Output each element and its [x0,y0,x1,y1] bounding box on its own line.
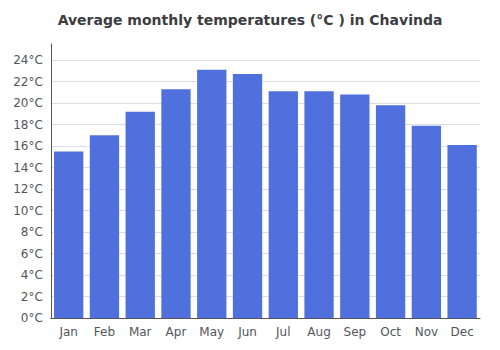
svg-text:18°C: 18°C [13,118,43,132]
svg-text:Nov: Nov [415,325,438,339]
svg-text:16°C: 16°C [13,139,43,153]
svg-text:Jul: Jul [275,325,290,339]
svg-text:Oct: Oct [380,325,401,339]
svg-text:12°C: 12°C [13,182,43,196]
svg-text:Dec: Dec [451,325,474,339]
svg-text:8°C: 8°C [21,225,43,239]
svg-text:24°C: 24°C [13,53,43,67]
svg-text:14°C: 14°C [13,161,43,175]
svg-text:10°C: 10°C [13,204,43,218]
svg-text:Feb: Feb [94,325,115,339]
svg-text:Average monthly temperatures (: Average monthly temperatures (°C ) in Ch… [58,12,443,28]
svg-text:22°C: 22°C [13,75,43,89]
svg-text:Aug: Aug [307,325,330,339]
svg-text:6°C: 6°C [21,247,43,261]
svg-text:4°C: 4°C [21,268,43,282]
svg-text:Apr: Apr [166,325,187,339]
svg-text:Jun: Jun [237,325,257,339]
svg-text:0°C: 0°C [21,311,43,325]
svg-text:2°C: 2°C [21,290,43,304]
svg-text:Jan: Jan [58,325,78,339]
svg-text:May: May [199,325,224,339]
svg-text:Sep: Sep [344,325,367,339]
svg-text:Mar: Mar [129,325,152,339]
svg-text:20°C: 20°C [13,96,43,110]
